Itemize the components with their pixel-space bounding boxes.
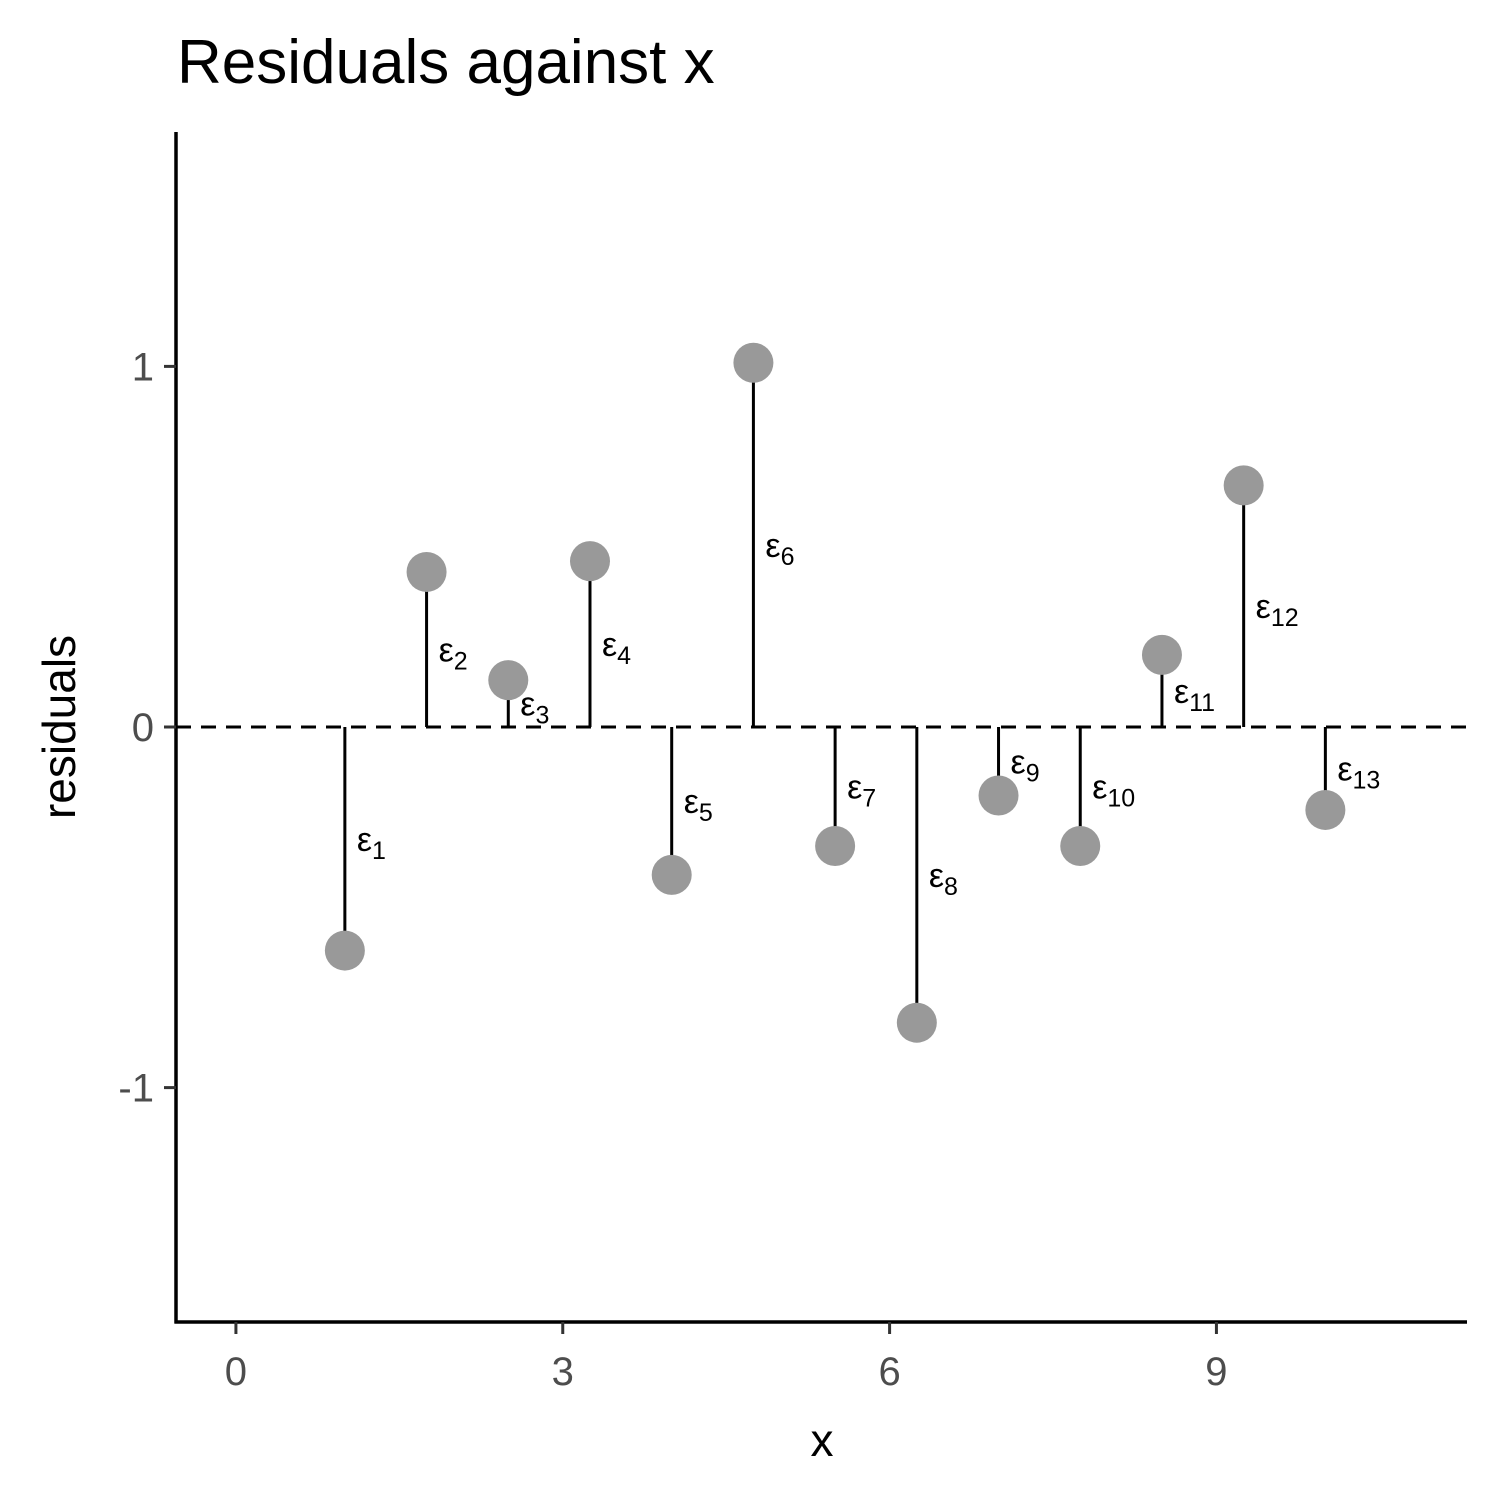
- x-tick-label-6: 6: [878, 1350, 900, 1394]
- residual-label-3: ε3: [520, 686, 549, 730]
- residual-point-6: [733, 342, 774, 383]
- x-tick-label-0: 0: [225, 1350, 247, 1394]
- residual-point-1: [324, 930, 365, 971]
- residual-point-3: [488, 660, 529, 701]
- residual-label-4: ε4: [602, 626, 631, 670]
- residual-label-7: ε7: [847, 769, 876, 813]
- residual-point-8: [896, 1002, 937, 1043]
- chart-title: Residuals against x: [177, 28, 715, 97]
- residual-point-4: [569, 541, 610, 582]
- plot-area: ε1 ε2 ε3 ε4 ε5 ε6 ε7 ε8 ε9 ε10 ε11 ε12 ε13: [176, 342, 1467, 1043]
- residual-label-9: ε9: [1011, 743, 1040, 787]
- y-tick-label-1: 1: [132, 345, 154, 389]
- x-tick-label-9: 9: [1205, 1350, 1227, 1394]
- residual-point-2: [406, 551, 447, 592]
- x-tick-label-3: 3: [552, 1350, 574, 1394]
- residual-label-10: ε10: [1092, 769, 1135, 813]
- residual-label-1: ε1: [357, 821, 386, 865]
- axes: 0 3 6 9 -1 0 1: [118, 132, 1467, 1394]
- residual-label-12: ε12: [1256, 588, 1299, 632]
- residual-point-7: [815, 826, 856, 866]
- y-tick-label-0: 0: [132, 706, 154, 750]
- residual-label-2: ε2: [439, 631, 468, 675]
- x-axis-title: x: [811, 1414, 834, 1466]
- residual-point-10: [1060, 826, 1101, 866]
- residual-label-6: ε6: [765, 527, 794, 571]
- y-tick-label--1: -1: [118, 1067, 154, 1111]
- y-axis-title: residuals: [33, 635, 85, 819]
- residual-point-13: [1305, 789, 1346, 830]
- residual-label-8: ε8: [929, 857, 958, 901]
- residual-point-9: [978, 775, 1019, 816]
- residual-point-11: [1141, 634, 1182, 675]
- residual-label-11: ε11: [1174, 673, 1215, 717]
- residual-point-5: [651, 854, 692, 895]
- residual-label-5: ε5: [684, 783, 713, 827]
- residual-label-13: ε13: [1337, 750, 1380, 794]
- residual-point-12: [1223, 465, 1264, 506]
